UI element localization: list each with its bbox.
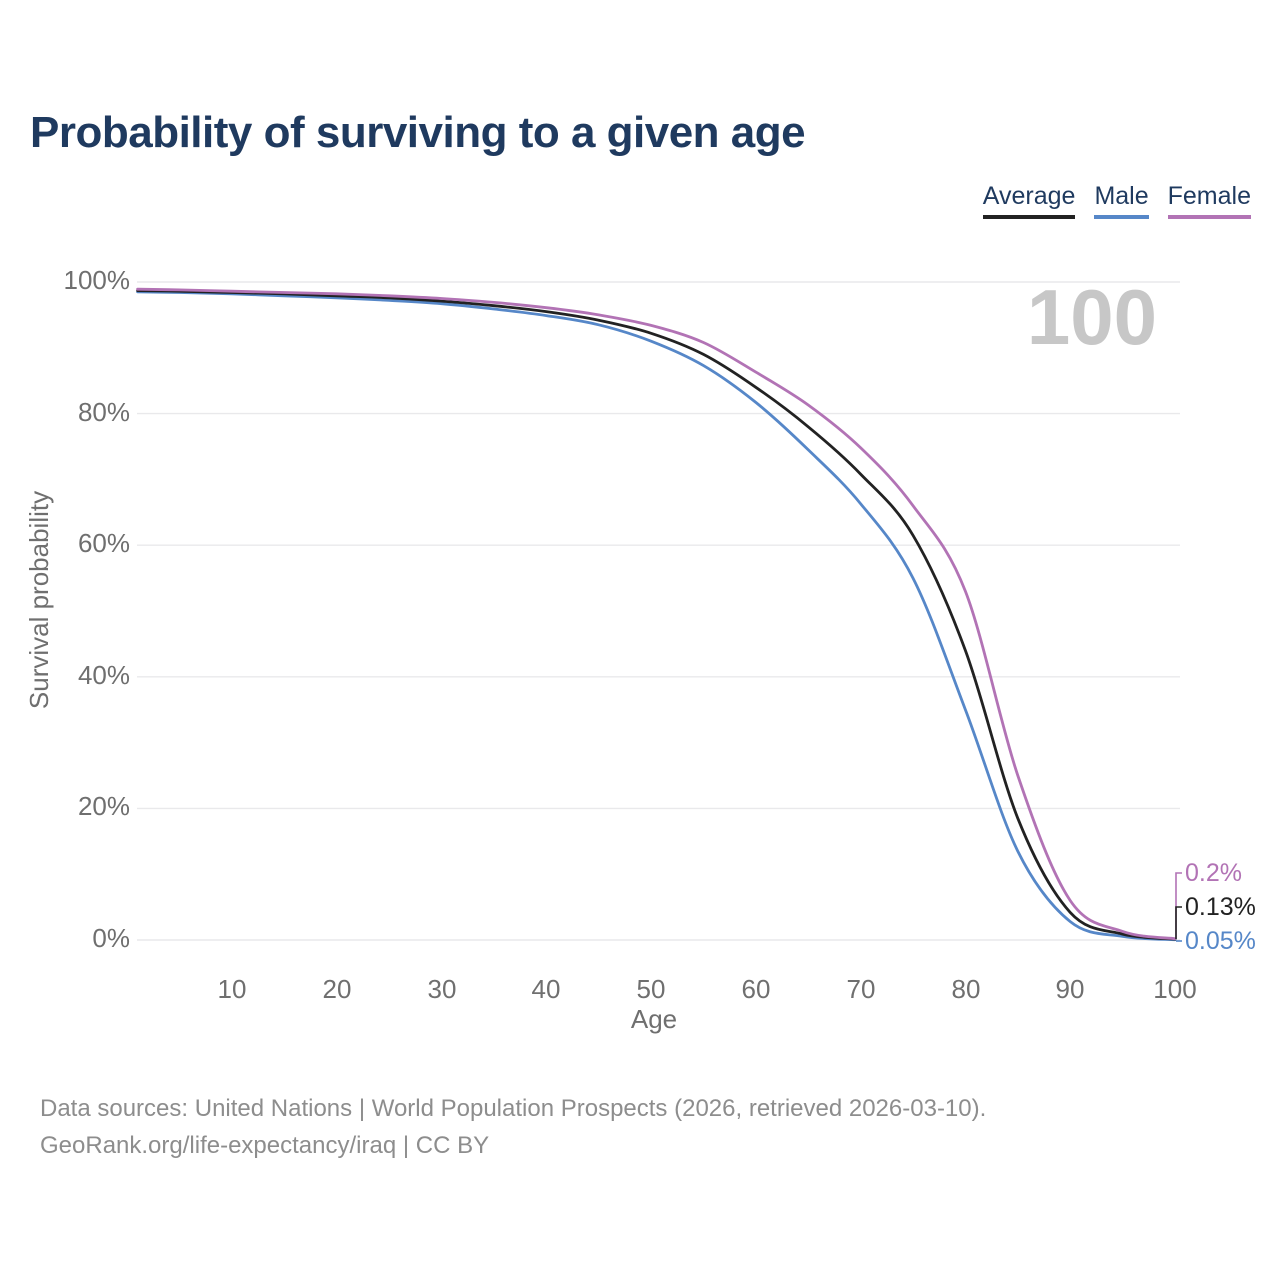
legend: Average Male Female — [982, 182, 1251, 219]
age-watermark: 100 — [1027, 273, 1157, 361]
ytick-label: 80% — [78, 397, 130, 427]
xtick-label: 10 — [218, 974, 247, 1004]
x-axis-title: Age — [631, 1004, 677, 1034]
page-title: Probability of surviving to a given age — [30, 108, 806, 157]
ytick-label: 0% — [92, 923, 130, 953]
gridlines — [137, 281, 1180, 941]
ytick-label: 60% — [78, 528, 130, 558]
y-axis-ticks: 100% 80% 60% 40% 20% 0% — [64, 265, 131, 953]
curve-female — [136, 287, 1177, 941]
legend-label-average: Average — [982, 182, 1076, 210]
legend-color-bar-average — [982, 214, 1076, 219]
footer: Data sources: United Nations | World Pop… — [40, 1090, 986, 1164]
xtick-label: 40 — [532, 974, 561, 1004]
y-axis-title: Survival probability — [24, 491, 54, 709]
xtick-label: 20 — [323, 974, 352, 1004]
curve-average — [136, 289, 1177, 941]
end-label-average: 0.13% — [1185, 893, 1256, 921]
xtick-label: 60 — [742, 974, 771, 1004]
xtick-label: 30 — [428, 974, 457, 1004]
x-axis-ticks: 10 20 30 40 50 60 70 80 90 100 — [218, 974, 1197, 1004]
legend-item-male[interactable]: Male — [1094, 182, 1149, 219]
xtick-label: 80 — [952, 974, 981, 1004]
xtick-label: 90 — [1056, 974, 1085, 1004]
footer-source-line-1: Data sources: United Nations | World Pop… — [40, 1095, 987, 1122]
leader-line-female — [1175, 872, 1182, 939]
legend-label-male: Male — [1094, 182, 1149, 210]
ytick-label: 100% — [64, 265, 131, 295]
xtick-label: 70 — [847, 974, 876, 1004]
legend-item-female[interactable]: Female — [1167, 182, 1251, 219]
legend-color-bar-female — [1167, 214, 1251, 219]
xtick-label: 50 — [637, 974, 666, 1004]
legend-label-female: Female — [1167, 182, 1251, 210]
leader-line-average — [1175, 906, 1182, 939]
legend-color-bar-male — [1094, 214, 1149, 219]
ytick-label: 40% — [78, 660, 130, 690]
curve-male — [136, 290, 1177, 942]
end-label-female: 0.2% — [1185, 859, 1242, 887]
legend-item-average[interactable]: Average — [982, 182, 1076, 219]
footer-source-line-2: GeoRank.org/life-expectancy/iraq | CC BY — [40, 1132, 490, 1159]
ytick-label: 20% — [78, 791, 130, 821]
end-label-male: 0.05% — [1185, 927, 1256, 955]
xtick-label: 100 — [1153, 974, 1196, 1004]
